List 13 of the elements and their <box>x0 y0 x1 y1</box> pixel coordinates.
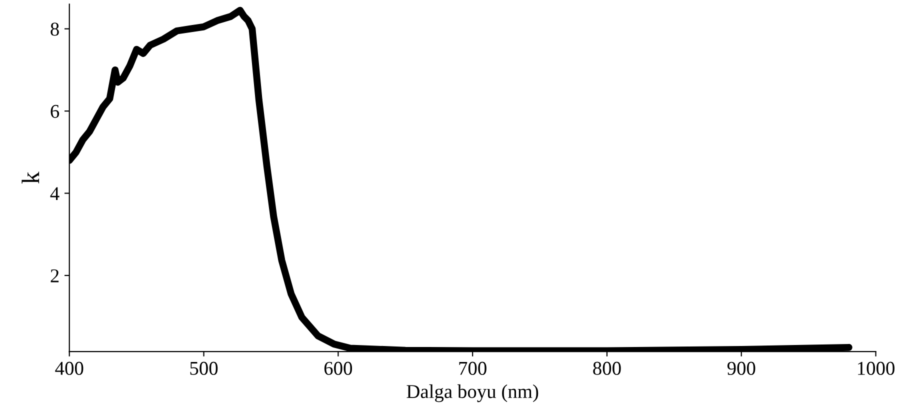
y-tick-label: 4 <box>50 187 60 200</box>
x-tick-label: 400 <box>55 362 84 375</box>
x-tick-label: 500 <box>190 362 218 375</box>
x-tick-label: 600 <box>324 362 352 375</box>
y-tick-label: 6 <box>50 104 60 118</box>
x-tick-label: 1000 <box>858 362 894 375</box>
x-tick-label: 700 <box>459 362 486 375</box>
y-axis-title: k <box>22 172 40 184</box>
x-tick-label: 800 <box>593 362 621 375</box>
x-tick-label: 900 <box>727 362 756 375</box>
x-axis-title: Dalga boyu (nm) <box>406 384 538 402</box>
y-tick-label: 2 <box>50 269 59 282</box>
y-tick-label: 8 <box>50 22 59 36</box>
